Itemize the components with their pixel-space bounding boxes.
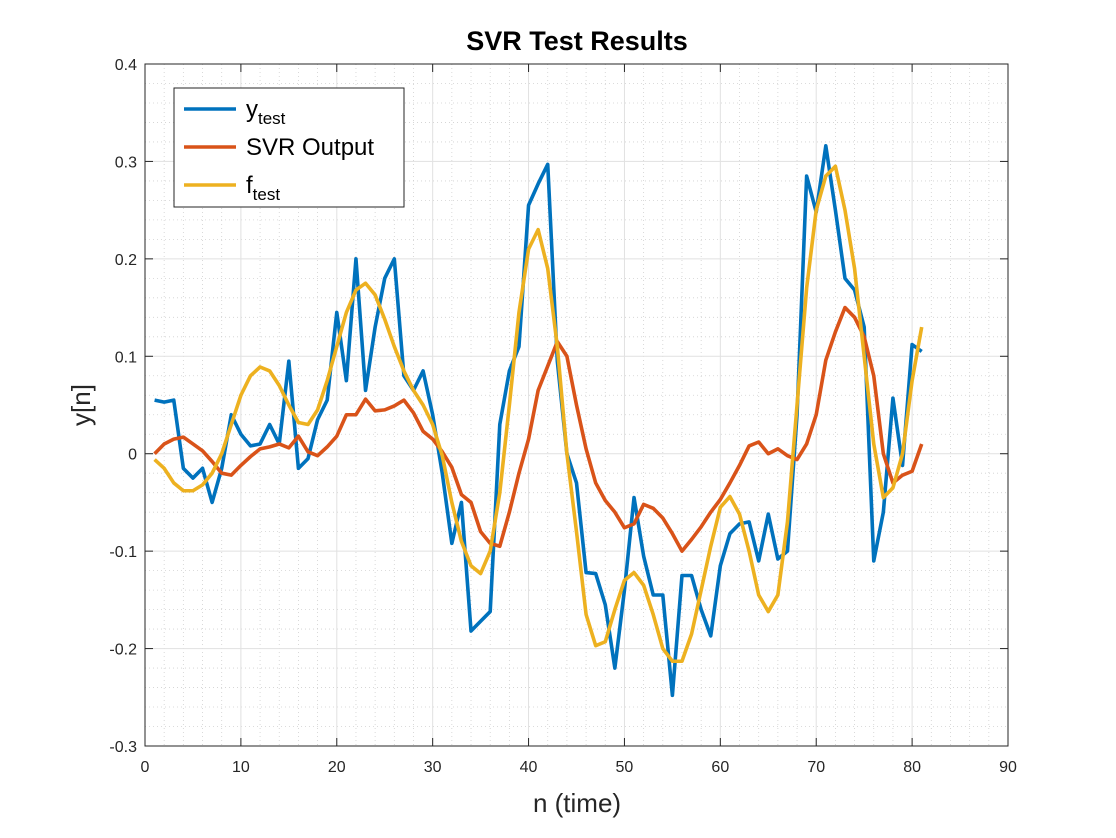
- y-tick-label: 0.1: [115, 349, 137, 366]
- y-tick-label: 0.4: [115, 57, 137, 74]
- series-line-f-test: [153, 164, 924, 664]
- plot-frame: [144, 63, 1009, 747]
- x-tick-label: 80: [903, 759, 921, 776]
- axis-ticks: [144, 63, 1009, 747]
- chart-title: SVR Test Results: [466, 26, 688, 56]
- y-tick-label: -0.3: [109, 739, 137, 756]
- y-tick-label: 0: [128, 447, 137, 464]
- x-tick-label: 70: [807, 759, 825, 776]
- x-tick-label: 10: [232, 759, 250, 776]
- x-tick-label: 0: [141, 759, 150, 776]
- x-tick-label: 90: [999, 759, 1017, 776]
- legend-label-svr-output: SVR Output: [246, 134, 374, 161]
- minor-grid: [145, 64, 1008, 746]
- x-tick-label: 60: [711, 759, 729, 776]
- legend-label-f-test: ftest: [246, 172, 280, 204]
- x-axis-label: n (time): [533, 788, 621, 818]
- x-tick-label: 20: [328, 759, 346, 776]
- legend-label-main: y: [246, 96, 258, 123]
- series-layer: [153, 144, 924, 698]
- y-tick-label: 0.3: [115, 154, 137, 171]
- legend-label-subscript: test: [253, 185, 281, 204]
- y-tick-label: -0.1: [109, 544, 137, 561]
- x-tick-label: 30: [424, 759, 442, 776]
- legend-label-subscript: test: [258, 109, 286, 128]
- x-tick-label: 40: [520, 759, 538, 776]
- legend-label-y-test: ytest: [246, 96, 286, 128]
- y-tick-label: -0.2: [109, 642, 137, 659]
- y-tick-labels: -0.3 -0.2 -0.1 0 0.1 0.2 0.3 0.4: [109, 57, 137, 756]
- x-tick-label: 50: [616, 759, 634, 776]
- y-axis-label: y[n]: [66, 384, 96, 426]
- x-tick-labels: 0 10 20 30 40 50 60 70 80 90: [141, 759, 1017, 776]
- y-tick-label: 0.2: [115, 252, 137, 269]
- legend-label-main: f: [246, 172, 253, 199]
- legend-label-main: SVR Output: [246, 134, 374, 161]
